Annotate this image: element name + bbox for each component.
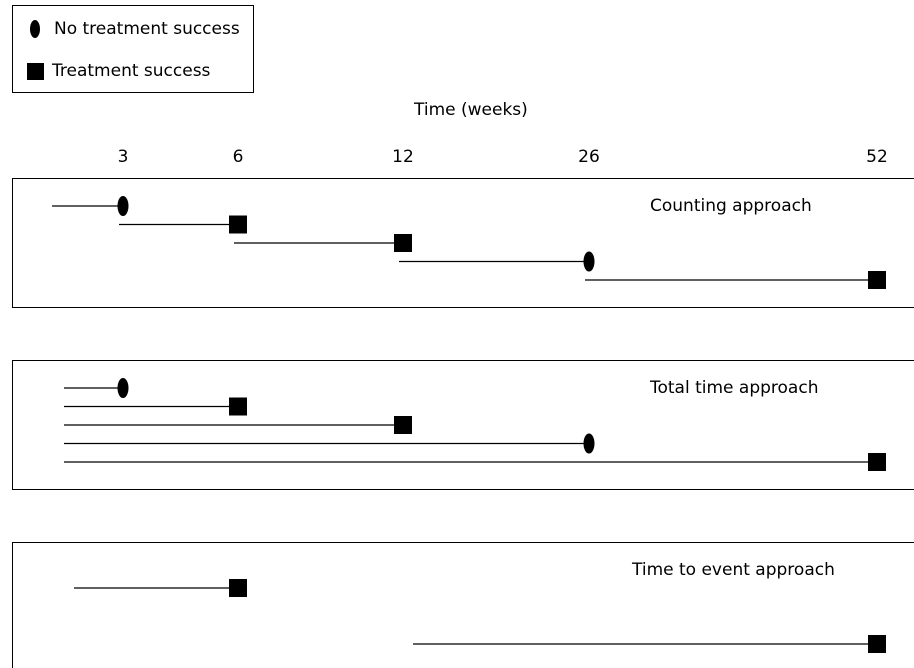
tick-label-26: 26 [578,147,600,167]
tick-label-6: 6 [232,147,244,167]
panel-counting [12,178,914,308]
success-square-marker [868,453,886,471]
success-square-marker [394,416,412,434]
no-success-oval-marker [117,378,129,398]
success-square-marker [229,579,247,597]
legend-label-success: Treatment success [52,61,211,81]
success-square-marker [868,271,886,289]
success-square-marker [868,635,886,653]
panel-total-time [12,360,914,490]
panel-title-counting: Counting approach [650,196,812,216]
legend-item-no-success: No treatment success [27,19,240,39]
no-success-oval-marker [583,251,595,272]
panel-time-to-event [12,542,914,668]
tick-label-52: 52 [866,147,888,167]
legend-item-success: Treatment success [27,61,210,81]
success-square-marker [394,234,412,252]
axis-title: Time (weeks) [414,100,528,120]
success-square-marker [229,397,247,416]
no-success-oval-marker [583,433,595,454]
panel-title-time-to-event: Time to event approach [632,560,835,580]
square-marker-icon [27,62,44,80]
tick-label-12: 12 [392,147,414,167]
panel-title-total-time: Total time approach [650,378,819,398]
legend: No treatment success Treatment success [12,5,254,93]
tick-label-3: 3 [117,147,129,167]
oval-marker-icon [30,20,40,38]
success-square-marker [229,215,247,234]
no-success-oval-marker [117,196,129,216]
legend-label-no-success: No treatment success [54,19,240,39]
